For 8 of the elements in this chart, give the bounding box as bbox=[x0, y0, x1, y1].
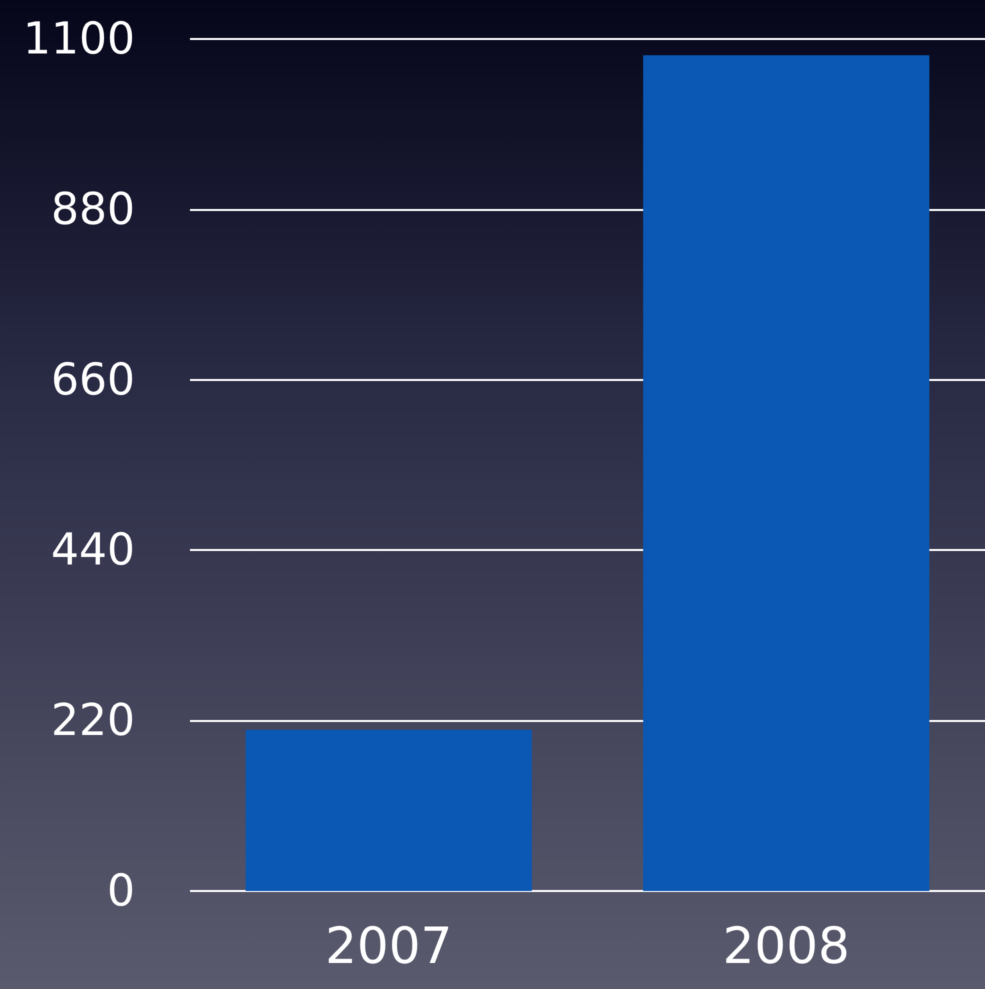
y-tick-label: 660 bbox=[51, 354, 135, 406]
y-tick-label: 220 bbox=[51, 695, 135, 746]
x-tick-label: 2007 bbox=[325, 917, 452, 975]
y-tick-label: 440 bbox=[51, 524, 135, 576]
y-tick-label: 880 bbox=[51, 184, 135, 235]
y-tick-label: 1100 bbox=[23, 14, 135, 64]
y-tick-label: 0 bbox=[107, 866, 135, 916]
x-tick-label: 2008 bbox=[722, 917, 850, 975]
